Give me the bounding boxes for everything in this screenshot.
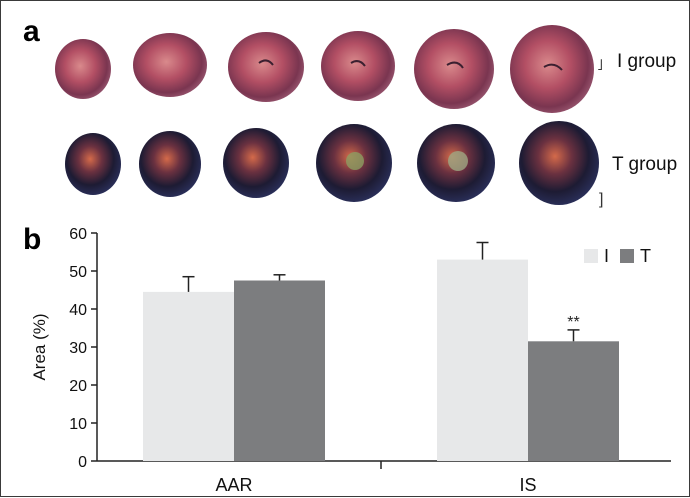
panel-b-letter: b [23, 223, 42, 256]
x-tick-label-IS: IS [519, 475, 536, 495]
y-tick-label: 40 [69, 302, 87, 319]
legend-label-T: T [640, 246, 651, 266]
heart-slice-t-6 [519, 121, 599, 205]
scale-bracket-t: ] [599, 191, 604, 208]
panel-a-letter: a [23, 15, 40, 48]
lumen-mark-i-5 [446, 61, 464, 69]
i-group-slices [55, 25, 594, 113]
heart-slice-i-5 [414, 29, 494, 109]
y-tick-label: 10 [69, 416, 87, 433]
bar-T-AAR [234, 280, 325, 461]
x-tick-label-AAR: AAR [215, 475, 252, 495]
lumen-mark-t-5 [448, 151, 468, 171]
lumen-mark-i-6 [543, 63, 563, 71]
bar-chart: 0 10 20 30 40 50 60 Area (%) AAR IS ** I T [30, 226, 671, 495]
bar-I-AAR [143, 291, 234, 461]
t-group-label: T group [612, 154, 678, 175]
significance-annotation: ** [567, 314, 579, 331]
legend-swatch-T [620, 249, 634, 263]
i-group-label: I group [617, 51, 677, 72]
y-tick-label: 0 [78, 454, 87, 471]
y-tick-label: 20 [69, 378, 87, 395]
y-tick-label: 60 [69, 226, 87, 243]
heart-slice-i-4 [321, 31, 395, 101]
legend-swatch-I [584, 249, 598, 263]
y-tick-label: 30 [69, 340, 87, 357]
heart-slice-i-1 [55, 39, 111, 99]
y-axis-label: Area (%) [30, 313, 49, 380]
heart-slice-t-2 [139, 131, 201, 197]
heart-slice-t-1 [65, 133, 121, 195]
bar-I-IS [437, 259, 528, 461]
lumen-mark-t-4 [346, 152, 364, 170]
heart-slice-i-3 [228, 32, 304, 102]
lumen-mark-i-3 [258, 59, 274, 66]
t-group-slices [65, 121, 599, 205]
heart-slice-t-3 [223, 128, 289, 198]
heart-slice-i-6 [510, 25, 594, 113]
legend-label-I: I [604, 246, 609, 266]
y-tick-label: 50 [69, 264, 87, 281]
heart-slice-i-2 [133, 33, 207, 97]
scale-bracket-i: ˩ [597, 57, 604, 74]
lumen-mark-i-4 [350, 60, 366, 67]
bar-T-IS [528, 341, 619, 461]
